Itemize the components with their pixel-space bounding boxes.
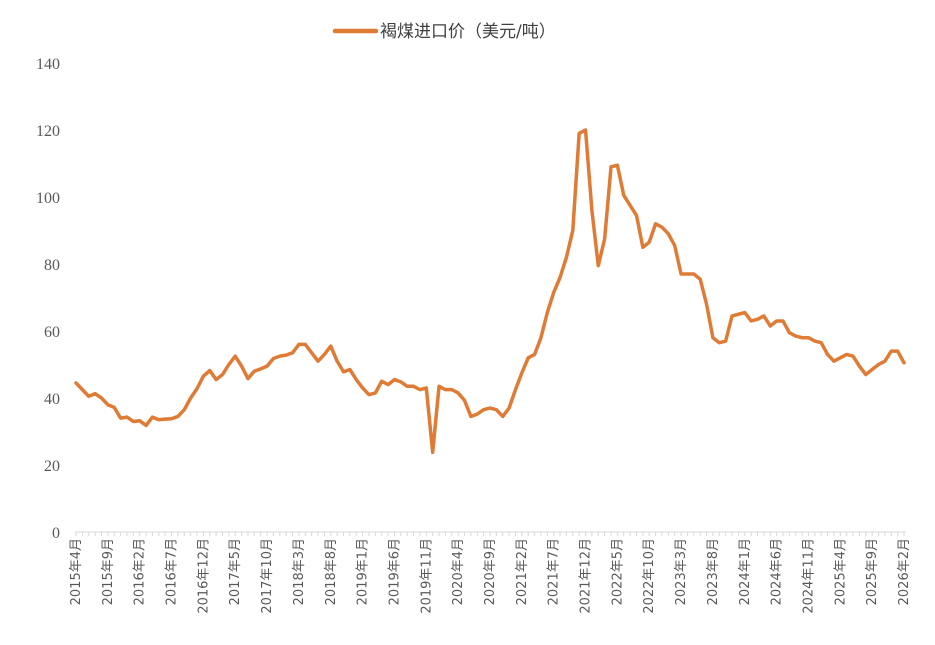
x-tick-label: 2016年7月 — [165, 538, 180, 605]
y-tick-label-140: 140 — [36, 56, 60, 73]
x-tick-label: 2021年12月 — [579, 538, 594, 614]
x-tick-label: 2025年4月 — [833, 538, 848, 605]
series-line-lignite-price — [74, 128, 906, 455]
x-axis-tick-marks — [75, 532, 905, 536]
x-tick-label: 2018年8月 — [324, 538, 339, 605]
x-tick-label: 2015年4月 — [69, 538, 84, 605]
x-tick-label: 2022年5月 — [610, 538, 625, 605]
x-tick-label: 2016年12月 — [196, 538, 211, 614]
y-tick-label-20: 20 — [44, 458, 60, 475]
x-tick-label: 2024年6月 — [770, 538, 785, 605]
x-tick-label: 2023年3月 — [674, 538, 689, 605]
x-tick-label: 2024年1月 — [738, 538, 753, 605]
x-tick-label: 2018年3月 — [292, 538, 307, 605]
y-tick-label-100: 100 — [36, 190, 60, 207]
x-tick-label: 2021年2月 — [515, 538, 530, 605]
x-tick-label: 2020年4月 — [451, 538, 466, 605]
y-tick-label-40: 40 — [44, 391, 60, 408]
y-tick-label-0: 0 — [52, 525, 60, 542]
legend: 褐煤进口价（美元/吨） — [332, 22, 556, 42]
y-axis-tick-labels: 0 20 40 60 80 100 120 140 — [36, 56, 60, 542]
x-tick-label: 2016年2月 — [133, 538, 148, 605]
x-tick-label: 2017年10月 — [260, 538, 275, 614]
x-tick-label: 2023年8月 — [706, 538, 721, 605]
x-tick-label: 2015年9月 — [101, 538, 116, 605]
y-tick-label-80: 80 — [44, 257, 60, 274]
x-axis-tick-labels: 2015年4月 2015年9月 2016年2月 2016年7月 2016年12月 2017… — [69, 538, 912, 614]
x-tick-label: 2019年6月 — [387, 538, 402, 605]
y-tick-label-60: 60 — [44, 324, 60, 341]
x-tick-label: 2019年1月 — [356, 538, 371, 605]
x-tick-label: 2019年11月 — [419, 538, 434, 614]
x-tick-label: 2025年9月 — [865, 538, 880, 605]
x-tick-label: 2024年11月 — [801, 538, 816, 614]
x-tick-label: 2022年10月 — [642, 538, 657, 614]
legend-label: 褐煤进口价（美元/吨） — [380, 22, 556, 42]
x-tick-label: 2026年2月 — [897, 538, 912, 605]
x-tick-label: 2021年7月 — [547, 538, 562, 605]
y-tick-label-120: 120 — [36, 123, 60, 140]
x-tick-label: 2017年5月 — [228, 538, 243, 605]
x-tick-label: 2020年9月 — [483, 538, 498, 605]
